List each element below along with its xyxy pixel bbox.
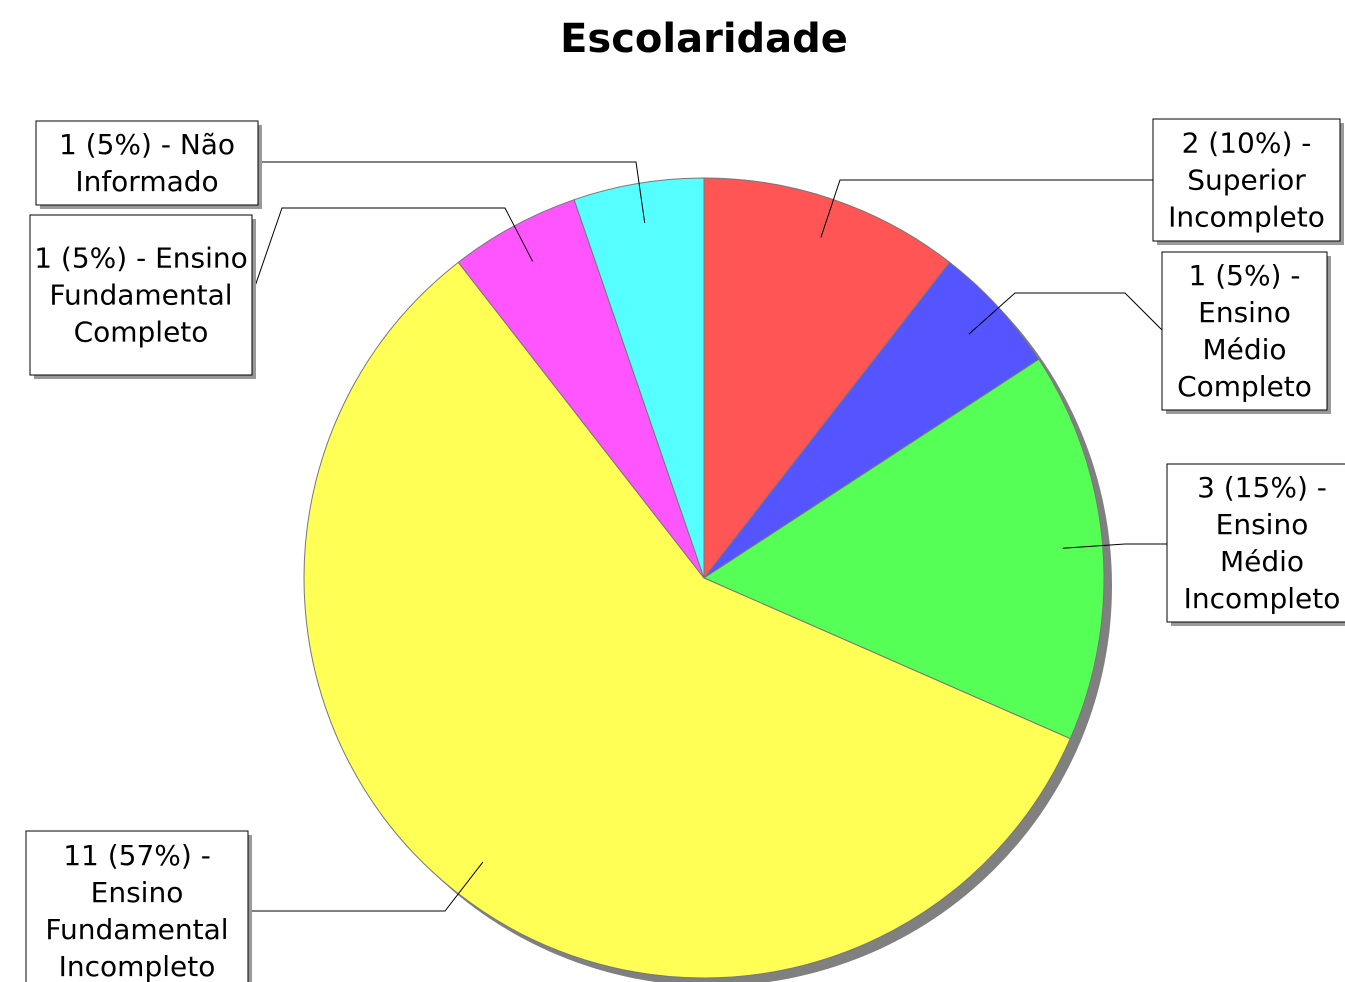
label-box xyxy=(1152,118,1341,242)
leader-line xyxy=(968,292,1163,335)
slice-label: 11 (57%) -Ensino Fundamental Incompleto xyxy=(45,839,228,982)
label-box xyxy=(1161,251,1328,411)
leader-line xyxy=(251,207,534,296)
leader-line xyxy=(248,861,484,912)
slice-label: 1 (5%) - Não Informado xyxy=(59,128,235,198)
chart-title: Escolaridade xyxy=(560,16,848,62)
slice-label: 1 (5%) -Ensino Médio Completo xyxy=(1177,259,1312,403)
label-box xyxy=(35,120,259,206)
pie-slice xyxy=(702,358,1105,740)
slice-label: 1 (5%) - Ensino Fundamental Completo xyxy=(34,242,248,349)
label-box xyxy=(1166,463,1345,623)
slice-label: 3 (15%) -Ensino Médio Incompleto xyxy=(1184,471,1341,615)
slice-label: 2 (10%) -Superior Incompleto xyxy=(1168,127,1325,234)
label-box xyxy=(25,830,249,982)
leader-line xyxy=(1062,543,1167,549)
leader-line xyxy=(820,179,1153,238)
label-box xyxy=(29,214,253,376)
pie-slice xyxy=(573,177,705,579)
leader-line xyxy=(258,161,646,223)
